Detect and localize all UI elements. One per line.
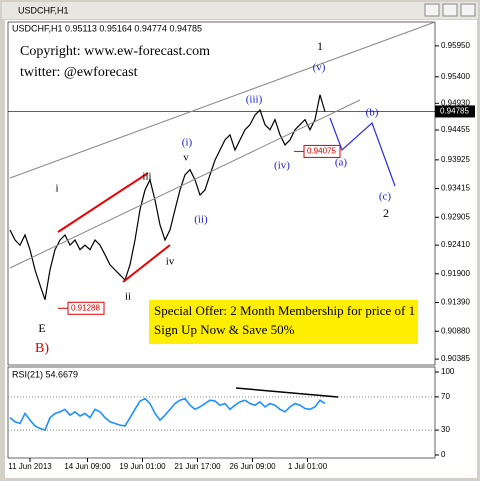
rsi-line — [9, 397, 326, 432]
window-title: USDCHF,H1 — [18, 5, 69, 15]
wave-label: (a) — [335, 157, 348, 169]
offer-line: Special Offer: 2 Month Membership for pr… — [154, 303, 415, 318]
y-tick-label: 0.95950 — [441, 41, 470, 50]
channel-upper — [9, 21, 436, 179]
y-tick-label: 0.91900 — [441, 269, 470, 278]
y-tick-label: 0.91390 — [441, 298, 470, 307]
last-price-label: 0.94785 — [440, 107, 469, 116]
x-tick-label: 11 Jun 2013 — [8, 462, 52, 471]
wave-label: (b) — [366, 107, 379, 119]
y-tick-label: 0.94930 — [441, 98, 470, 107]
wave-label: B) — [35, 341, 49, 356]
minimize-button[interactable] — [424, 3, 440, 17]
wave-label: (iv) — [274, 160, 290, 172]
x-tick-label: 21 Jun 17:00 — [174, 462, 221, 471]
level-label: 0.91288 — [71, 303, 100, 312]
maximize-button[interactable] — [442, 3, 458, 17]
y-tick-label: 0.93925 — [441, 155, 470, 164]
projection — [329, 117, 396, 187]
y-tick-label: 30 — [441, 425, 450, 434]
wave-label: (i) — [182, 137, 193, 149]
level-box — [303, 144, 341, 158]
y-tick-label: 100 — [441, 367, 455, 376]
divergence-line — [235, 387, 339, 398]
y-tick-label: 0.94455 — [441, 125, 470, 134]
y-tick-label: 0.90385 — [441, 354, 470, 363]
wave-label: (ii) — [194, 214, 208, 226]
rsi-title: RSI(21) 54.6679 — [12, 369, 78, 379]
y-tick-label: 70 — [441, 392, 450, 401]
y-tick-label: 0.93415 — [441, 184, 470, 193]
x-tick-label: 26 Jun 09:00 — [229, 462, 276, 471]
wave-label: 2 — [383, 206, 389, 220]
wave-label: v — [183, 152, 189, 164]
y-tick-label: 0 — [441, 450, 446, 459]
wave-label: (c) — [379, 191, 392, 203]
y-tick-label: 0.92410 — [441, 240, 470, 249]
y-tick-label: 0.90880 — [441, 326, 470, 335]
price-panel — [7, 21, 436, 366]
wave-label: i — [55, 183, 58, 195]
wave-label: 1 — [317, 39, 323, 53]
offer-box[interactable] — [149, 300, 418, 344]
wave-label: E — [38, 321, 45, 335]
offer-line: Sign Up Now & Save 50% — [154, 322, 295, 337]
copyright: Copyright: www.ew-forecast.com — [20, 44, 210, 59]
wave-label: ii — [125, 291, 131, 303]
wave-label: (iii) — [246, 94, 263, 106]
level-box — [67, 301, 105, 315]
last-price-box — [435, 105, 475, 118]
close-button[interactable] — [460, 3, 476, 17]
x-tick-label: 1 Jul 01:00 — [288, 462, 328, 471]
x-tick-label: 14 Jun 09:00 — [64, 462, 111, 471]
title-bar — [2, 2, 478, 19]
trend-line — [122, 244, 171, 283]
y-tick-label: 0.92905 — [441, 212, 470, 221]
y-tick-label: 0.95400 — [441, 72, 470, 81]
twitter: twitter: @ewforecast — [20, 65, 138, 80]
price-line — [9, 94, 326, 300]
wave-label: iv — [166, 256, 175, 268]
level-label: 0.94075 — [307, 147, 336, 156]
channel-lower — [9, 99, 361, 269]
wave-label: iii — [142, 171, 151, 183]
rsi-panel — [7, 366, 436, 459]
chart-header: USDCHF,H1 0.95113 0.95164 0.94774 0.9478… — [12, 23, 202, 33]
wave-label: (v) — [313, 62, 326, 74]
x-tick-label: 19 Jun 01:00 — [119, 462, 166, 471]
chart-area — [5, 20, 477, 478]
trend-line — [57, 172, 149, 233]
